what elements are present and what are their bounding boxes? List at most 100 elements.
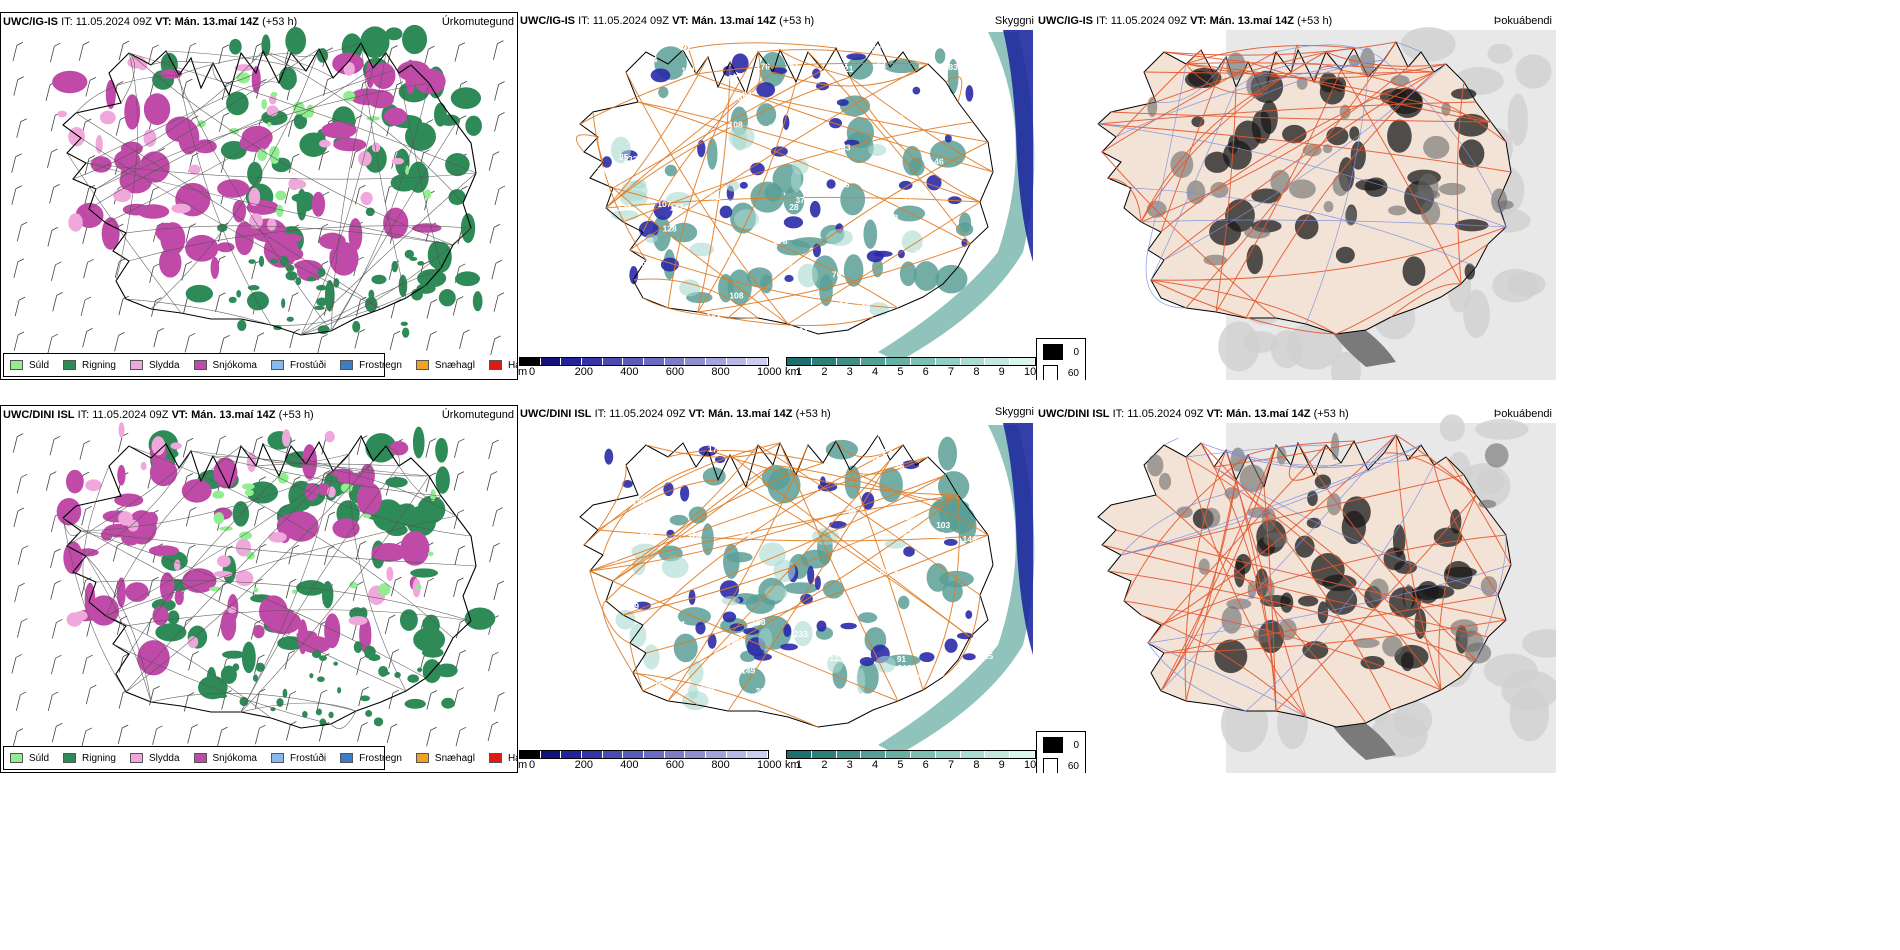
- colorbar-tick: 800: [711, 366, 730, 378]
- visibility-value: 130: [822, 428, 836, 438]
- visibility-value: 140: [727, 638, 741, 648]
- colorbar-swatch: [787, 358, 812, 365]
- colorbar-swatch: [644, 751, 665, 758]
- meter-colorbar: [519, 357, 769, 366]
- visibility-value: 45: [846, 506, 856, 516]
- legend-label: Slydda: [148, 359, 180, 371]
- fog-legend-row: 0: [1043, 737, 1079, 753]
- colorbar-swatch: [747, 751, 769, 758]
- colorbar-swatch: [726, 358, 748, 365]
- fog-legend: 0 60: [1036, 731, 1086, 773]
- visibility-value: 124: [856, 328, 870, 338]
- visibility-value: 107: [657, 199, 671, 209]
- visibility-value: 273: [598, 434, 612, 444]
- visibility-value: 77: [671, 624, 681, 634]
- colorbar-swatch: [886, 751, 911, 758]
- colorbar-swatch: [561, 358, 583, 365]
- colorbar-swatch: [747, 358, 769, 365]
- colorbar-tick: 200: [574, 366, 593, 378]
- visibility-value: 116: [779, 600, 793, 610]
- visibility-value: 99: [733, 635, 743, 645]
- colorbar-swatch: [540, 358, 562, 365]
- visibility-value: 22: [682, 43, 692, 53]
- visibility-value: 109: [679, 35, 693, 45]
- legend-item: Frostregn: [340, 753, 402, 764]
- visibility-value: 103: [936, 520, 950, 530]
- visibility-value: 78: [642, 678, 652, 688]
- visibility-value: 186: [868, 429, 882, 439]
- colorbar-tick: 10: [1024, 759, 1036, 771]
- colorbar-tick: 2: [821, 759, 828, 771]
- legend-label: Haglél: [507, 752, 517, 764]
- road-lines: [66, 42, 477, 336]
- visibility-value: 140: [788, 34, 802, 44]
- legend-swatch: [63, 360, 77, 370]
- visibility-value: 71: [711, 192, 721, 202]
- visibility-value: 89: [791, 228, 801, 238]
- fog-map: [1097, 27, 1556, 380]
- colorbar-swatch: [836, 751, 862, 758]
- visibility-value: 35: [619, 152, 629, 162]
- visibility-value: 88: [611, 329, 621, 339]
- legend-label: Snjókoma: [212, 752, 257, 764]
- visibility-value: 108: [729, 290, 743, 300]
- fog-legend-swatch: [1043, 365, 1058, 380]
- visibility-value: 123: [856, 303, 870, 313]
- fog-legend-label: 60: [1067, 367, 1079, 379]
- visibility-value: 121: [839, 64, 853, 74]
- visibility-value: 197: [632, 497, 646, 507]
- visibility-value: 129: [700, 684, 714, 694]
- visibility-panel-row2: UWC/DINI ISL IT: 11.05.2024 09Z VT: Mán.…: [518, 405, 1036, 773]
- legend-swatch: [10, 360, 23, 370]
- visibility-value: 110: [739, 328, 753, 338]
- visibility-value: 183: [944, 62, 958, 72]
- visibility-value: 108: [729, 120, 743, 130]
- colorbar-swatch: [685, 751, 707, 758]
- precip-areas: [56, 422, 496, 727]
- colorbar-tick: 4: [872, 759, 879, 771]
- legend-swatch: [63, 753, 77, 763]
- legend-swatch: [340, 360, 354, 370]
- colorbar-unit: m: [518, 366, 528, 378]
- colorbar-swatch: [1010, 358, 1035, 365]
- visibility-value: 44: [767, 122, 777, 132]
- panel-header: UWC/IG-IS IT: 11.05.2024 09Z VT: Mán. 13…: [520, 15, 815, 27]
- panel-title: Skyggni: [994, 406, 1034, 418]
- colorbar-swatch: [623, 358, 645, 365]
- colorbar-swatch: [706, 751, 727, 758]
- colorbar-tick: 6: [922, 366, 929, 378]
- colorbar-tick: 1: [796, 759, 803, 771]
- legend-item: Snæhagl: [415, 753, 475, 764]
- panel-header: UWC/IG-IS IT: 11.05.2024 09Z VT: Mán. 13…: [1038, 15, 1333, 27]
- panel-header: UWC/DINI ISL IT: 11.05.2024 09Z VT: Mán.…: [3, 409, 314, 421]
- visibility-value: 5: [845, 179, 850, 189]
- visibility-value: 74: [601, 65, 611, 75]
- fog-dark-areas: [1147, 432, 1509, 674]
- colorbar-swatch: [602, 751, 624, 758]
- legend-label: Frostúði: [289, 359, 327, 371]
- visibility-value: 299: [603, 553, 617, 563]
- visibility-value: 111: [932, 530, 946, 540]
- colorbar-unit: km: [785, 366, 800, 378]
- visibility-value: 56: [629, 47, 639, 57]
- colorbar-swatch: [935, 751, 961, 758]
- road-lines: [575, 42, 994, 326]
- legend-item: Slydda: [129, 753, 180, 764]
- visibility-value: 28: [789, 202, 799, 212]
- visibility-value: 61: [877, 60, 887, 70]
- colorbar-tick: 10: [1024, 366, 1036, 378]
- river-lines: [1097, 41, 1507, 325]
- visibility-value: 94: [798, 326, 808, 336]
- visibility-value: 131: [672, 619, 686, 629]
- visibility-value: 76: [832, 270, 842, 280]
- colorbar-swatch: [561, 751, 583, 758]
- visibility-value: 89: [880, 567, 890, 577]
- colorbar-swatch: [685, 358, 707, 365]
- panel-title: Skyggni: [994, 15, 1034, 27]
- legend-item: Rigning: [63, 360, 116, 371]
- visibility-value: 531: [709, 657, 723, 667]
- visibility-value: 48: [917, 671, 927, 681]
- colorbar-swatch: [861, 751, 887, 758]
- colorbar-tick: 600: [665, 759, 685, 771]
- visibility-value: 38: [872, 44, 882, 54]
